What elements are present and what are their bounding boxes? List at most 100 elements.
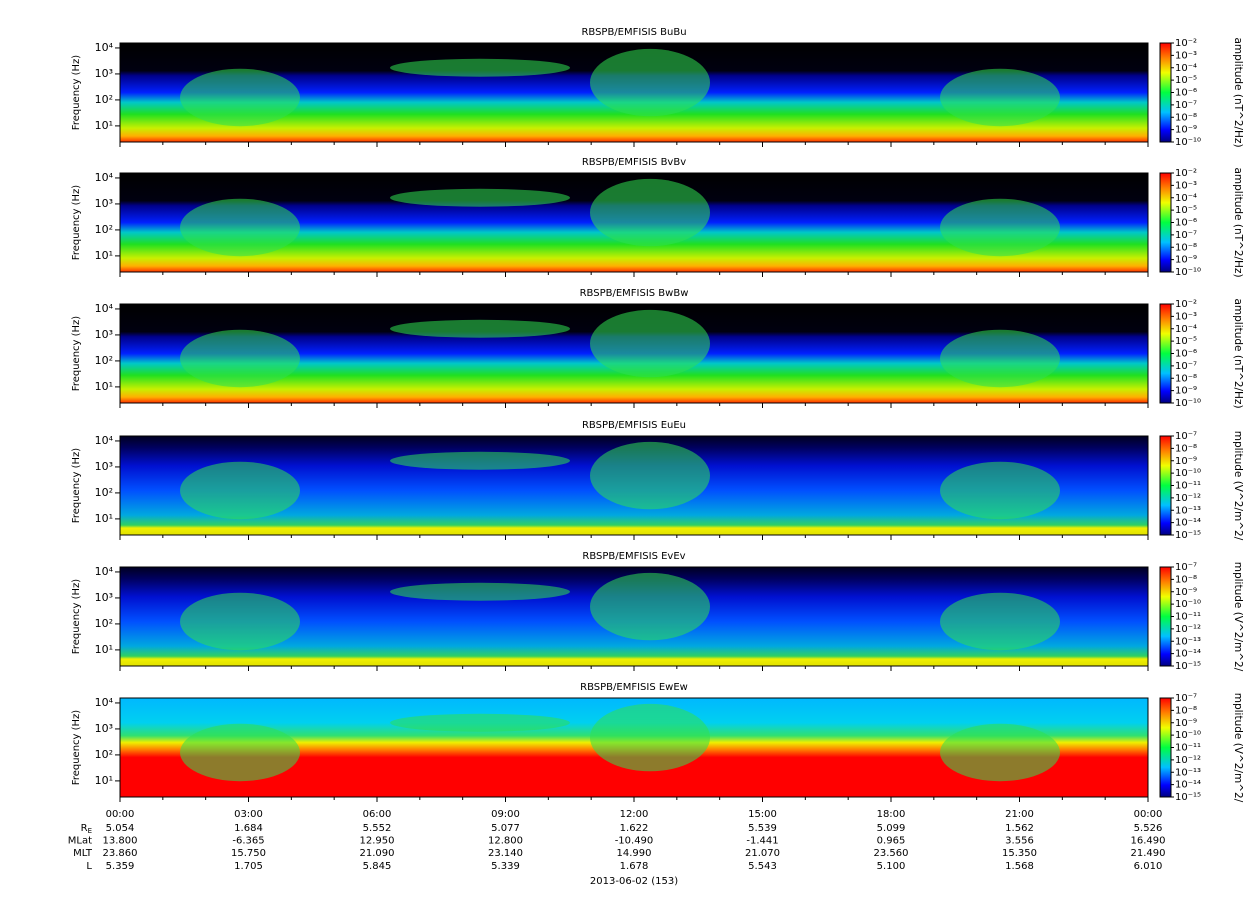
- colorbar-tick-label: 10⁻⁷: [1175, 361, 1197, 372]
- spectrogram-feature: [590, 178, 710, 247]
- ephemeris-name-text: MLat: [68, 836, 92, 847]
- ephemeris-value: 5.526: [1134, 823, 1163, 834]
- colorbar-tick-label: 10⁻¹⁴: [1175, 518, 1201, 529]
- spectrogram-feature: [390, 58, 570, 77]
- y-axis-label: Frequency (Hz): [71, 579, 82, 655]
- spectrogram-feature: [180, 329, 300, 388]
- colorbar-tick-label: 10⁻¹⁵: [1175, 530, 1201, 541]
- spectrogram-feature: [390, 713, 570, 732]
- ephemeris-name-subscript: E: [88, 827, 92, 835]
- x-tick-label: 12:00: [620, 809, 649, 820]
- ephemeris-value: 5.543: [748, 861, 777, 872]
- ephemeris-value: -10.490: [615, 836, 654, 847]
- y-tick-label: 10⁴: [95, 171, 114, 184]
- colorbar-tick-label: 10⁻⁵: [1175, 75, 1197, 86]
- x-tick-label: 06:00: [363, 809, 392, 820]
- ephemeris-value: 5.099: [877, 823, 906, 834]
- colorbar-label: mplitude (V^2/m^2/: [1232, 562, 1244, 672]
- ephemeris-value: 12.800: [488, 836, 523, 847]
- colorbar-tick-label: 10⁻⁹: [1175, 456, 1197, 467]
- spectrogram-feature: [940, 198, 1060, 257]
- ephemeris-value: 1.705: [234, 861, 263, 872]
- ephemeris-value: 21.070: [745, 848, 780, 859]
- ephemeris-value: 23.140: [488, 848, 523, 859]
- colorbar: [1159, 42, 1172, 143]
- spectrogram-feature: [180, 723, 300, 782]
- colorbar-tick-label: 10⁻¹²: [1175, 493, 1201, 504]
- spectrogram-feature: [940, 592, 1060, 651]
- ephemeris-name: L: [86, 861, 92, 872]
- colorbar-tick-label: 10⁻³: [1175, 50, 1197, 61]
- ephemeris-name-text: MLT: [73, 848, 93, 859]
- colorbar-tick-label: 10⁻¹¹: [1175, 612, 1201, 623]
- y-tick-label: 10²: [95, 486, 113, 499]
- ephemeris-value: 1.568: [1005, 861, 1034, 872]
- colorbar-tick-label: 10⁻¹³: [1175, 505, 1201, 516]
- x-tick-label: 00:00: [106, 809, 135, 820]
- ephemeris-value: 23.560: [874, 848, 909, 859]
- colorbar-tick-label: 10⁻¹⁴: [1175, 649, 1201, 660]
- colorbar-tick-label: 10⁻¹⁰: [1175, 267, 1201, 278]
- ephemeris-value: 12.950: [360, 836, 395, 847]
- y-tick-label: 10³: [95, 328, 113, 341]
- y-tick-label: 10⁴: [95, 41, 114, 54]
- spectrogram-feature: [590, 572, 710, 641]
- colorbar-tick-label: 10⁻¹⁰: [1175, 599, 1201, 610]
- y-tick-label: 10³: [95, 722, 113, 735]
- y-tick-label: 10⁴: [95, 565, 114, 578]
- ephemeris-name-text: L: [86, 861, 92, 872]
- spectrogram-feature: [390, 451, 570, 470]
- ephemeris-value: 3.556: [1005, 836, 1034, 847]
- ephemeris-value: 14.990: [617, 848, 652, 859]
- colorbar-tick-label: 10⁻⁷: [1175, 693, 1197, 704]
- ephemeris-value: 5.539: [748, 823, 777, 834]
- spectrogram-feature: [590, 48, 710, 117]
- colorbar-label: mplitude (V^2/m^2/: [1232, 431, 1244, 541]
- y-tick-label: 10¹: [95, 512, 113, 525]
- y-tick-label: 10¹: [95, 249, 113, 262]
- colorbar-tick-label: 10⁻³: [1175, 180, 1197, 191]
- ephemeris-name: MLT: [73, 848, 93, 859]
- y-tick-label: 10³: [95, 460, 113, 473]
- ephemeris-value: 5.552: [363, 823, 392, 834]
- colorbar-tick-label: 10⁻⁷: [1175, 230, 1197, 241]
- colorbar-tick-label: 10⁻¹²: [1175, 624, 1201, 635]
- colorbar: [1159, 303, 1172, 404]
- y-tick-label: 10¹: [95, 380, 113, 393]
- spectrogram-feature: [940, 68, 1060, 127]
- colorbar-tick-label: 10⁻⁸: [1175, 373, 1197, 384]
- colorbar-tick-label: 10⁻⁷: [1175, 562, 1197, 573]
- colorbar-tick-label: 10⁻¹³: [1175, 636, 1201, 647]
- y-tick-label: 10¹: [95, 774, 113, 787]
- colorbar-tick-label: 10⁻¹⁴: [1175, 780, 1201, 791]
- y-tick-label: 10²: [95, 617, 113, 630]
- colorbar-tick-label: 10⁻⁵: [1175, 336, 1197, 347]
- ephemeris-value: 6.010: [1134, 861, 1163, 872]
- y-tick-label: 10⁴: [95, 696, 114, 709]
- ephemeris-value: 5.845: [363, 861, 392, 872]
- colorbar-tick-label: 10⁻¹⁵: [1175, 792, 1201, 803]
- x-tick-label: 09:00: [491, 809, 520, 820]
- colorbar-tick-label: 10⁻⁶: [1175, 88, 1197, 99]
- spectrogram-feature: [590, 703, 710, 772]
- colorbar-tick-label: 10⁻⁵: [1175, 205, 1197, 216]
- ephemeris-value: 1.562: [1005, 823, 1034, 834]
- ephemeris-value: 0.965: [877, 836, 906, 847]
- y-tick-label: 10⁴: [95, 434, 114, 447]
- ephemeris-value: 21.090: [360, 848, 395, 859]
- colorbar-tick-label: 10⁻¹⁰: [1175, 468, 1201, 479]
- y-tick-label: 10²: [95, 354, 113, 367]
- ephemeris-value: 21.490: [1131, 848, 1166, 859]
- ephemeris-value: 5.100: [877, 861, 906, 872]
- colorbar-tick-label: 10⁻¹⁰: [1175, 137, 1201, 148]
- y-axis-label: Frequency (Hz): [71, 185, 82, 261]
- x-tick-label: 18:00: [877, 809, 906, 820]
- colorbar-tick-label: 10⁻¹⁵: [1175, 661, 1201, 672]
- y-tick-label: 10²: [95, 748, 113, 761]
- colorbar-tick-label: 10⁻³: [1175, 311, 1197, 322]
- colorbar-label: amplitude (nT^2/Hz): [1232, 298, 1244, 408]
- colorbar: [1159, 697, 1172, 798]
- x-tick-label: 00:00: [1134, 809, 1163, 820]
- colorbar-tick-label: 10⁻¹⁰: [1175, 398, 1201, 409]
- panel-title: RBSPB/EMFISIS EvEv: [582, 551, 685, 562]
